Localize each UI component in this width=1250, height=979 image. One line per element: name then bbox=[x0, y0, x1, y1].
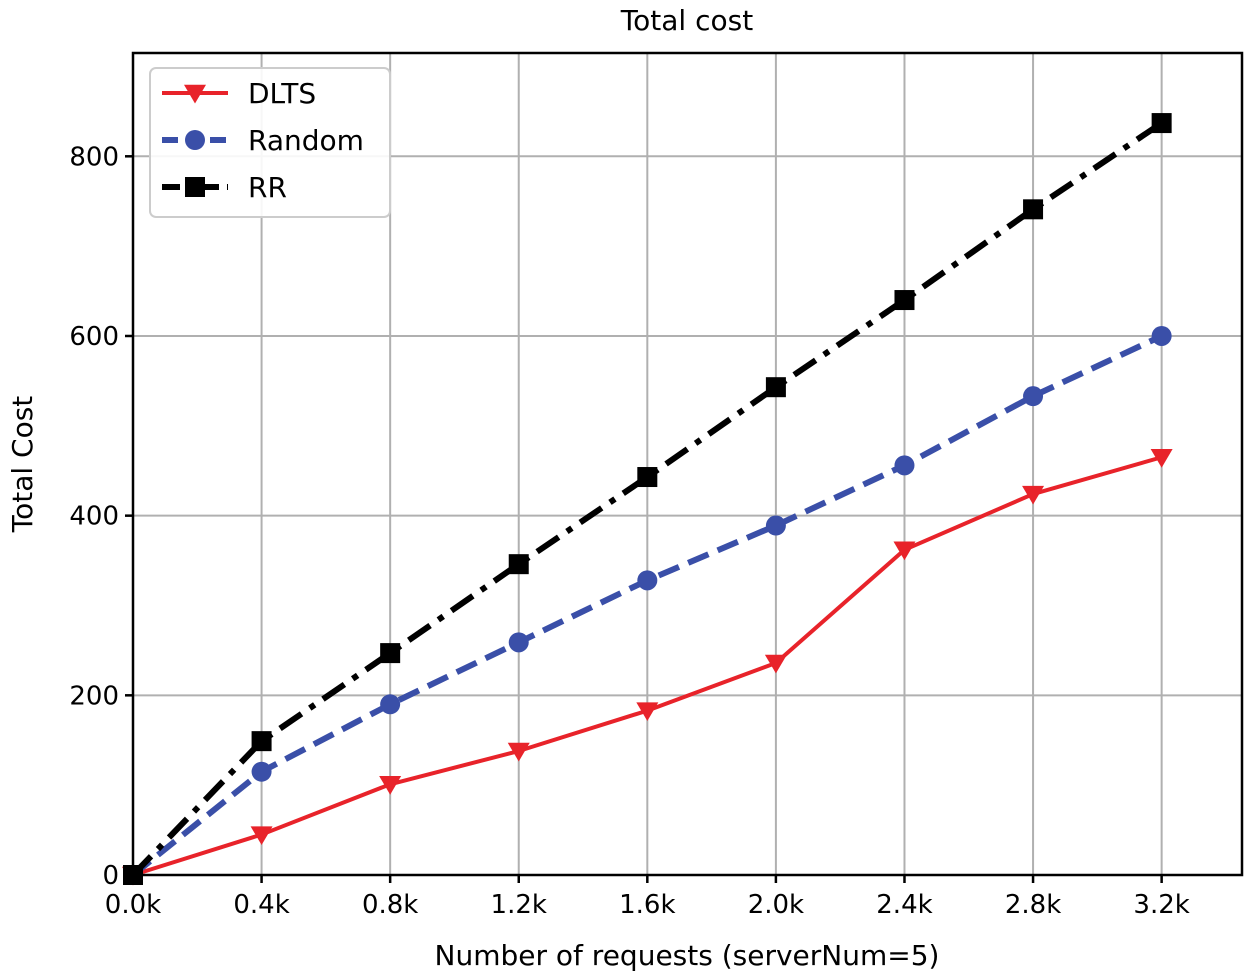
data-point-random bbox=[380, 694, 401, 715]
data-point-dlts bbox=[250, 826, 273, 846]
plot-frame bbox=[131, 51, 1244, 877]
data-point-random bbox=[637, 570, 658, 591]
legend: DLTS Random RR bbox=[149, 67, 391, 218]
data-point-rr bbox=[765, 377, 786, 398]
data-point-rr bbox=[1151, 113, 1172, 134]
data-point-dlts bbox=[893, 541, 916, 561]
y-tick-label: 800 bbox=[69, 142, 119, 172]
data-point-random bbox=[1151, 325, 1172, 346]
data-point-dlts bbox=[764, 654, 787, 674]
data-point-random bbox=[765, 515, 786, 536]
legend-box bbox=[149, 67, 391, 218]
data-point-rr bbox=[508, 554, 529, 575]
series-rr bbox=[123, 113, 1172, 885]
data-point-random bbox=[1023, 386, 1044, 407]
chart-title: Total cost bbox=[620, 4, 753, 37]
x-tick-label: 0.4k bbox=[233, 890, 289, 920]
data-point-dlts bbox=[1022, 485, 1045, 505]
x-tick-label: 2.4k bbox=[876, 890, 932, 920]
legend-label-rr: RR bbox=[248, 171, 287, 204]
y-tick-label: 200 bbox=[69, 681, 119, 711]
data-point-dlts bbox=[636, 702, 659, 722]
data-point-dlts bbox=[379, 776, 402, 795]
x-tick-label: 3.2k bbox=[1133, 890, 1189, 920]
x-tick-label: 2.8k bbox=[1005, 890, 1061, 920]
grid bbox=[132, 53, 1242, 876]
y-axis-label: Total Cost bbox=[6, 396, 39, 534]
y-tick-label: 0 bbox=[102, 861, 119, 891]
data-point-rr bbox=[380, 643, 401, 664]
x-axis-label: Number of requests (serverNum=5) bbox=[435, 939, 940, 972]
x-tick-label: 0.0k bbox=[105, 890, 161, 920]
legend-marker-rr bbox=[185, 177, 205, 197]
series-layer bbox=[122, 113, 1173, 886]
legend-marker-dlts bbox=[184, 84, 206, 104]
x-tick-label: 1.2k bbox=[491, 890, 547, 920]
x-tick-label: 1.6k bbox=[619, 890, 675, 920]
legend-marker-random bbox=[185, 130, 205, 150]
x-tick-label: 0.8k bbox=[362, 890, 418, 920]
legend-label-dlts: DLTS bbox=[248, 77, 316, 110]
data-point-rr bbox=[637, 467, 658, 488]
data-point-random bbox=[251, 761, 272, 782]
data-point-dlts bbox=[507, 742, 530, 762]
axis-ticks: 0.0k 0.4k 0.8k 1.2k 1.6k 2.0k 2.4k 2.8k 3.2k 0 200… bbox=[69, 142, 1189, 920]
data-point-rr bbox=[1023, 199, 1044, 220]
data-point-random bbox=[894, 455, 915, 476]
data-point-rr bbox=[894, 290, 915, 311]
data-point-rr bbox=[251, 731, 272, 752]
data-point-random bbox=[508, 632, 529, 653]
x-tick-label: 2.0k bbox=[748, 890, 804, 920]
series-random bbox=[123, 325, 1172, 885]
y-tick-label: 600 bbox=[69, 322, 119, 352]
legend-label-random: Random bbox=[248, 124, 364, 157]
data-point-dlts bbox=[1150, 449, 1173, 468]
y-tick-label: 400 bbox=[69, 502, 119, 532]
